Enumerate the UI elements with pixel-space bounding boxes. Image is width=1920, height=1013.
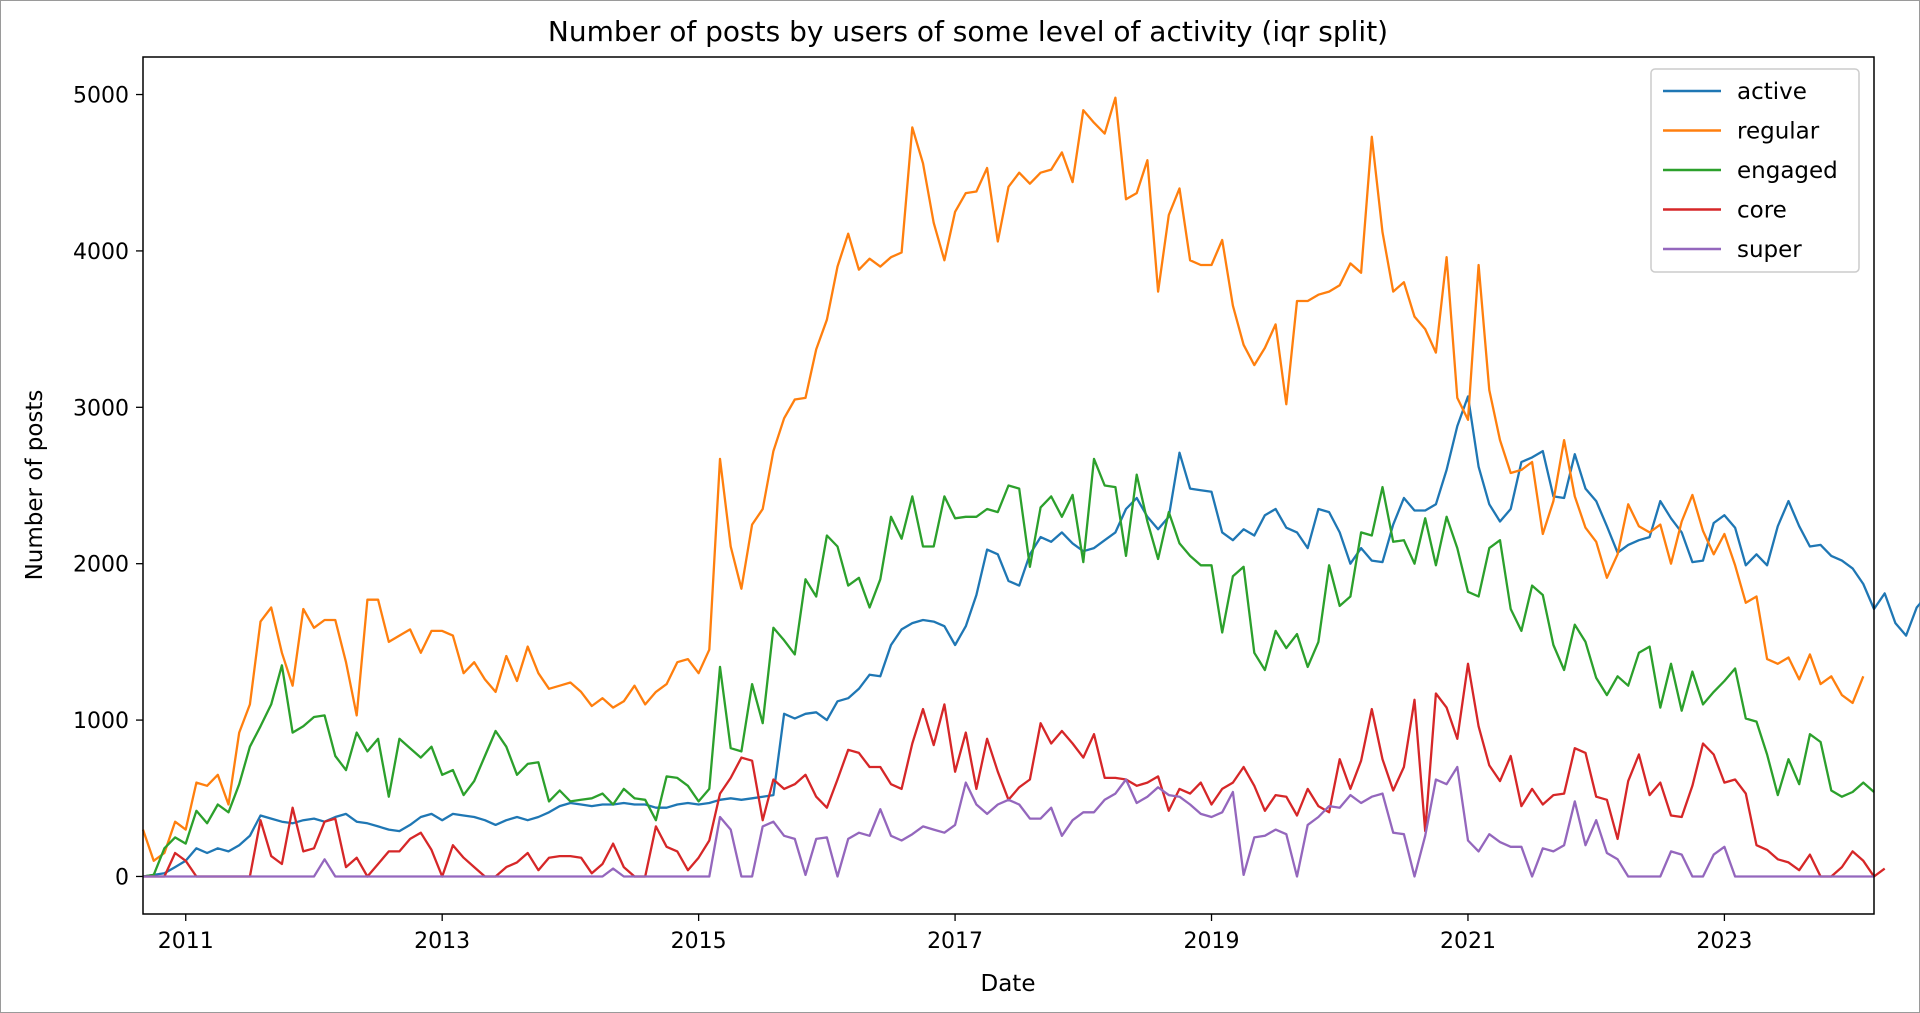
legend-items: active regular engaged core super [1663, 79, 1838, 263]
x-axis-label: Date [981, 971, 1036, 997]
series-line-super [143, 765, 1874, 878]
y-axis-label: Number of posts [22, 390, 48, 581]
chart-title: Number of posts by users of some level o… [548, 15, 1388, 48]
x-axis-ticks: 2011 2013 2015 2017 2019 2021 2023 [158, 914, 1752, 954]
legend: active regular engaged core super [1650, 68, 1860, 273]
x-tick-label: 2019 [1184, 929, 1240, 954]
y-tick-label: 3000 [73, 396, 129, 421]
y-tick-label: 1000 [73, 709, 129, 734]
x-tick-label: 2011 [158, 929, 214, 954]
series-line-active [142, 395, 1920, 878]
legend-label-super: super [1737, 237, 1802, 263]
legend-label-active: active [1737, 79, 1807, 105]
x-tick-label: 2013 [414, 929, 470, 954]
series-line-core [143, 662, 1886, 878]
legend-label-regular: regular [1737, 119, 1820, 145]
legend-frame [1650, 68, 1860, 273]
series-layer [141, 96, 1920, 878]
y-tick-label: 0 [115, 865, 129, 890]
y-tick-label: 5000 [73, 84, 129, 109]
x-tick-label: 2023 [1696, 929, 1752, 954]
plot-frame [142, 56, 1875, 915]
legend-label-engaged: engaged [1737, 158, 1838, 184]
x-tick-label: 2017 [927, 929, 983, 954]
y-tick-label: 4000 [73, 240, 129, 265]
legend-label-core: core [1737, 198, 1787, 224]
x-tick-label: 2015 [671, 929, 727, 954]
x-tick-label: 2021 [1440, 929, 1496, 954]
y-axis-ticks: 0 1000 2000 3000 4000 5000 [73, 84, 143, 890]
series-line-regular [141, 96, 1865, 862]
y-tick-label: 2000 [73, 553, 129, 578]
series-line-engaged [142, 457, 1875, 878]
